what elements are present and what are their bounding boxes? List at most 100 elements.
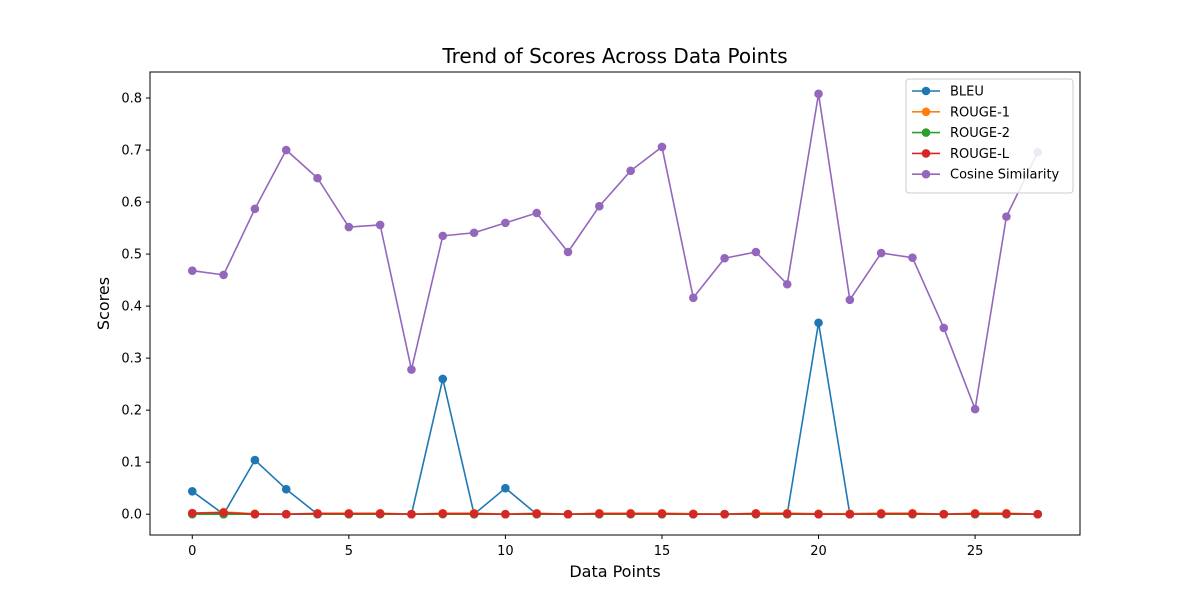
x-tick-label: 0 (188, 544, 196, 559)
data-point-rouge-l (313, 509, 322, 518)
x-tick-label: 15 (654, 544, 671, 559)
data-point-rouge-l (501, 509, 510, 519)
chart-title: Trend of Scores Across Data Points (441, 44, 787, 68)
data-point-rouge-l (595, 509, 604, 518)
x-tick-label: 25 (967, 544, 984, 559)
data-point-bleu (501, 483, 510, 493)
data-point-bleu (281, 484, 291, 494)
data-point-rouge-l (438, 509, 448, 518)
data-point-cosine-similarity (688, 293, 698, 303)
legend-label: ROUGE-2 (950, 126, 1010, 141)
y-tick-label: 0.1 (121, 456, 142, 471)
legend-swatch-marker (921, 128, 931, 137)
y-tick-label: 0.4 (121, 300, 142, 315)
data-point-cosine-similarity (532, 208, 542, 218)
data-point-cosine-similarity (344, 222, 354, 232)
legend-swatch-marker (921, 86, 931, 96)
data-point-cosine-similarity (375, 220, 385, 230)
data-point-rouge-l (782, 509, 792, 518)
data-point-rouge-l (688, 509, 698, 519)
legend-label: Cosine Similarity (950, 168, 1060, 183)
data-point-rouge-l (970, 509, 980, 518)
data-point-cosine-similarity (814, 89, 823, 99)
legend-label: ROUGE-1 (950, 105, 1010, 120)
series-rouge-l (187, 508, 1043, 519)
legend-box (905, 78, 1074, 194)
legend-swatch-marker (921, 107, 931, 117)
data-point-cosine-similarity (970, 404, 980, 414)
legend-label: BLEU (950, 85, 984, 100)
x-tick-label: 5 (345, 544, 353, 559)
data-point-rouge-l (876, 509, 886, 518)
data-point-rouge-l (1033, 509, 1043, 519)
x-tick-label: 20 (810, 544, 827, 559)
data-point-cosine-similarity (219, 270, 228, 280)
data-point-cosine-similarity (908, 253, 917, 263)
x-tick-label: 10 (497, 544, 514, 559)
plot-frame (149, 71, 1081, 536)
y-axis-label: Scores (94, 277, 113, 330)
series-layer (187, 89, 1043, 519)
series-cosine-similarity (187, 89, 1043, 414)
data-point-rouge-l (814, 509, 823, 519)
data-point-cosine-similarity (187, 266, 197, 276)
legend-swatch-marker (921, 149, 931, 158)
data-point-cosine-similarity (281, 145, 291, 155)
data-point-rouge-l (751, 509, 761, 518)
series-line-rouge-l (192, 511, 1038, 515)
legend: BLEU ROUGE-1 ROUGE-2 ROUGE-L Cosine Similari… (905, 78, 1074, 194)
data-point-cosine-similarity (469, 228, 479, 238)
data-point-rouge-l (563, 509, 573, 519)
data-point-rouge-l (1002, 509, 1011, 518)
data-point-rouge-l (657, 509, 667, 518)
y-tick-label: 0.5 (121, 248, 142, 263)
data-point-cosine-similarity (407, 365, 416, 374)
data-point-rouge-l (939, 509, 949, 519)
x-axis-label: Data Points (569, 562, 660, 581)
data-point-rouge-l (845, 509, 855, 519)
data-point-rouge-l (281, 509, 291, 519)
data-point-rouge-l (469, 509, 479, 518)
data-point-rouge-l (532, 509, 542, 518)
data-point-rouge-l (344, 509, 354, 518)
data-point-rouge-l (407, 509, 416, 519)
data-point-cosine-similarity (438, 231, 448, 241)
y-tick-label: 0.2 (121, 404, 142, 419)
data-point-cosine-similarity (845, 295, 855, 305)
data-point-rouge-l (626, 509, 635, 518)
data-point-cosine-similarity (782, 279, 792, 289)
data-point-rouge-l (375, 509, 385, 518)
data-point-cosine-similarity (939, 323, 949, 333)
y-tick-label: 0.6 (121, 196, 142, 211)
y-tick-label: 0.7 (121, 144, 142, 159)
legend-label: ROUGE-L (950, 147, 1010, 162)
data-point-cosine-similarity (501, 218, 510, 228)
data-point-bleu (814, 318, 823, 328)
data-point-rouge-l (908, 509, 917, 518)
data-point-cosine-similarity (250, 204, 260, 214)
data-point-rouge-l (250, 509, 260, 519)
y-tick-label: 0.3 (121, 352, 142, 367)
data-point-bleu (187, 487, 197, 496)
data-point-rouge-l (720, 509, 729, 519)
data-point-cosine-similarity (657, 142, 667, 152)
data-point-cosine-similarity (1002, 212, 1011, 221)
x-axis-ticks: 0 5 10 15 20 25 (188, 535, 983, 559)
data-point-cosine-similarity (876, 248, 886, 258)
data-point-cosine-similarity (563, 247, 573, 257)
data-point-bleu (250, 455, 260, 465)
y-tick-label: 0.0 (121, 508, 142, 523)
y-axis-ticks: 0.0 0.1 0.2 0.3 0.4 0.5 0.6 0.7 0.8 (121, 92, 150, 523)
y-tick-label: 0.8 (121, 92, 142, 107)
data-point-cosine-similarity (626, 166, 635, 176)
data-point-bleu (438, 374, 448, 384)
data-point-cosine-similarity (313, 173, 322, 183)
series-line-cosine-similarity (192, 93, 1039, 410)
data-point-rouge-l (219, 508, 228, 517)
legend-swatch-marker (921, 169, 931, 179)
data-point-cosine-similarity (595, 201, 604, 211)
data-point-rouge-l (187, 508, 197, 518)
data-point-cosine-similarity (751, 247, 761, 257)
data-point-cosine-similarity (720, 253, 729, 263)
